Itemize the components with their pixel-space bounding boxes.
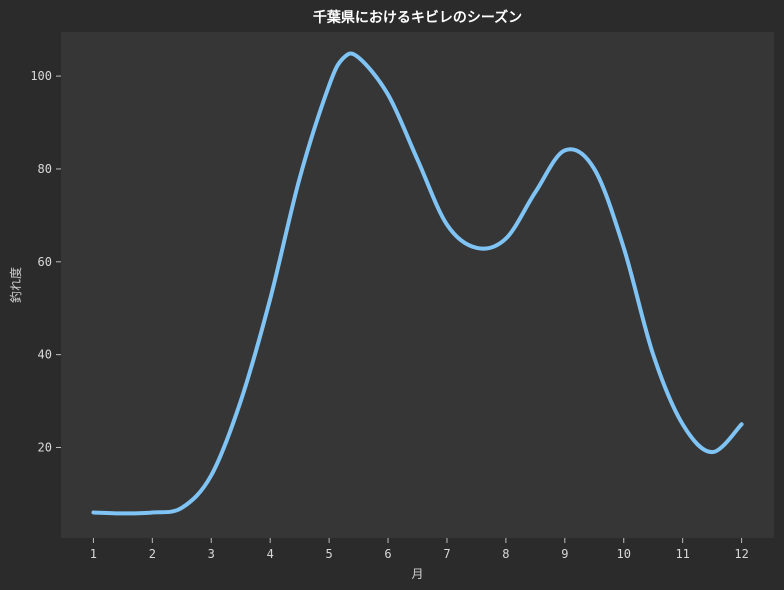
x-tick-label: 2 — [149, 547, 156, 561]
series-layer — [91, 51, 744, 516]
y-tick-label: 20 — [38, 440, 52, 454]
x-tick-label: 9 — [561, 547, 568, 561]
x-axis-label: 月 — [411, 567, 423, 581]
x-tick-label: 10 — [617, 547, 631, 561]
y-tick-label: 40 — [38, 348, 52, 362]
x-tick-label: 12 — [734, 547, 748, 561]
x-axis: 1 2 3 4 5 6 7 8 9 10 11 12 — [90, 538, 749, 561]
x-tick-label: 7 — [443, 547, 450, 561]
x-tick-label: 6 — [384, 547, 391, 561]
series-line — [91, 51, 744, 516]
y-axis-label: 釣れ度 — [8, 267, 23, 303]
plot-area — [61, 32, 774, 538]
x-tick-label: 8 — [502, 547, 509, 561]
y-axis: 20 40 60 80 100 — [30, 69, 61, 454]
x-tick-label: 4 — [267, 547, 274, 561]
x-tick-label: 1 — [90, 547, 97, 561]
x-tick-label: 11 — [675, 547, 689, 561]
y-tick-label: 100 — [30, 69, 52, 83]
y-tick-label: 80 — [38, 162, 52, 176]
x-tick-label: 5 — [325, 547, 332, 561]
y-tick-label: 60 — [38, 255, 52, 269]
chart-title: 千葉県におけるキビレのシーズン — [313, 9, 522, 26]
x-tick-label: 3 — [208, 547, 215, 561]
